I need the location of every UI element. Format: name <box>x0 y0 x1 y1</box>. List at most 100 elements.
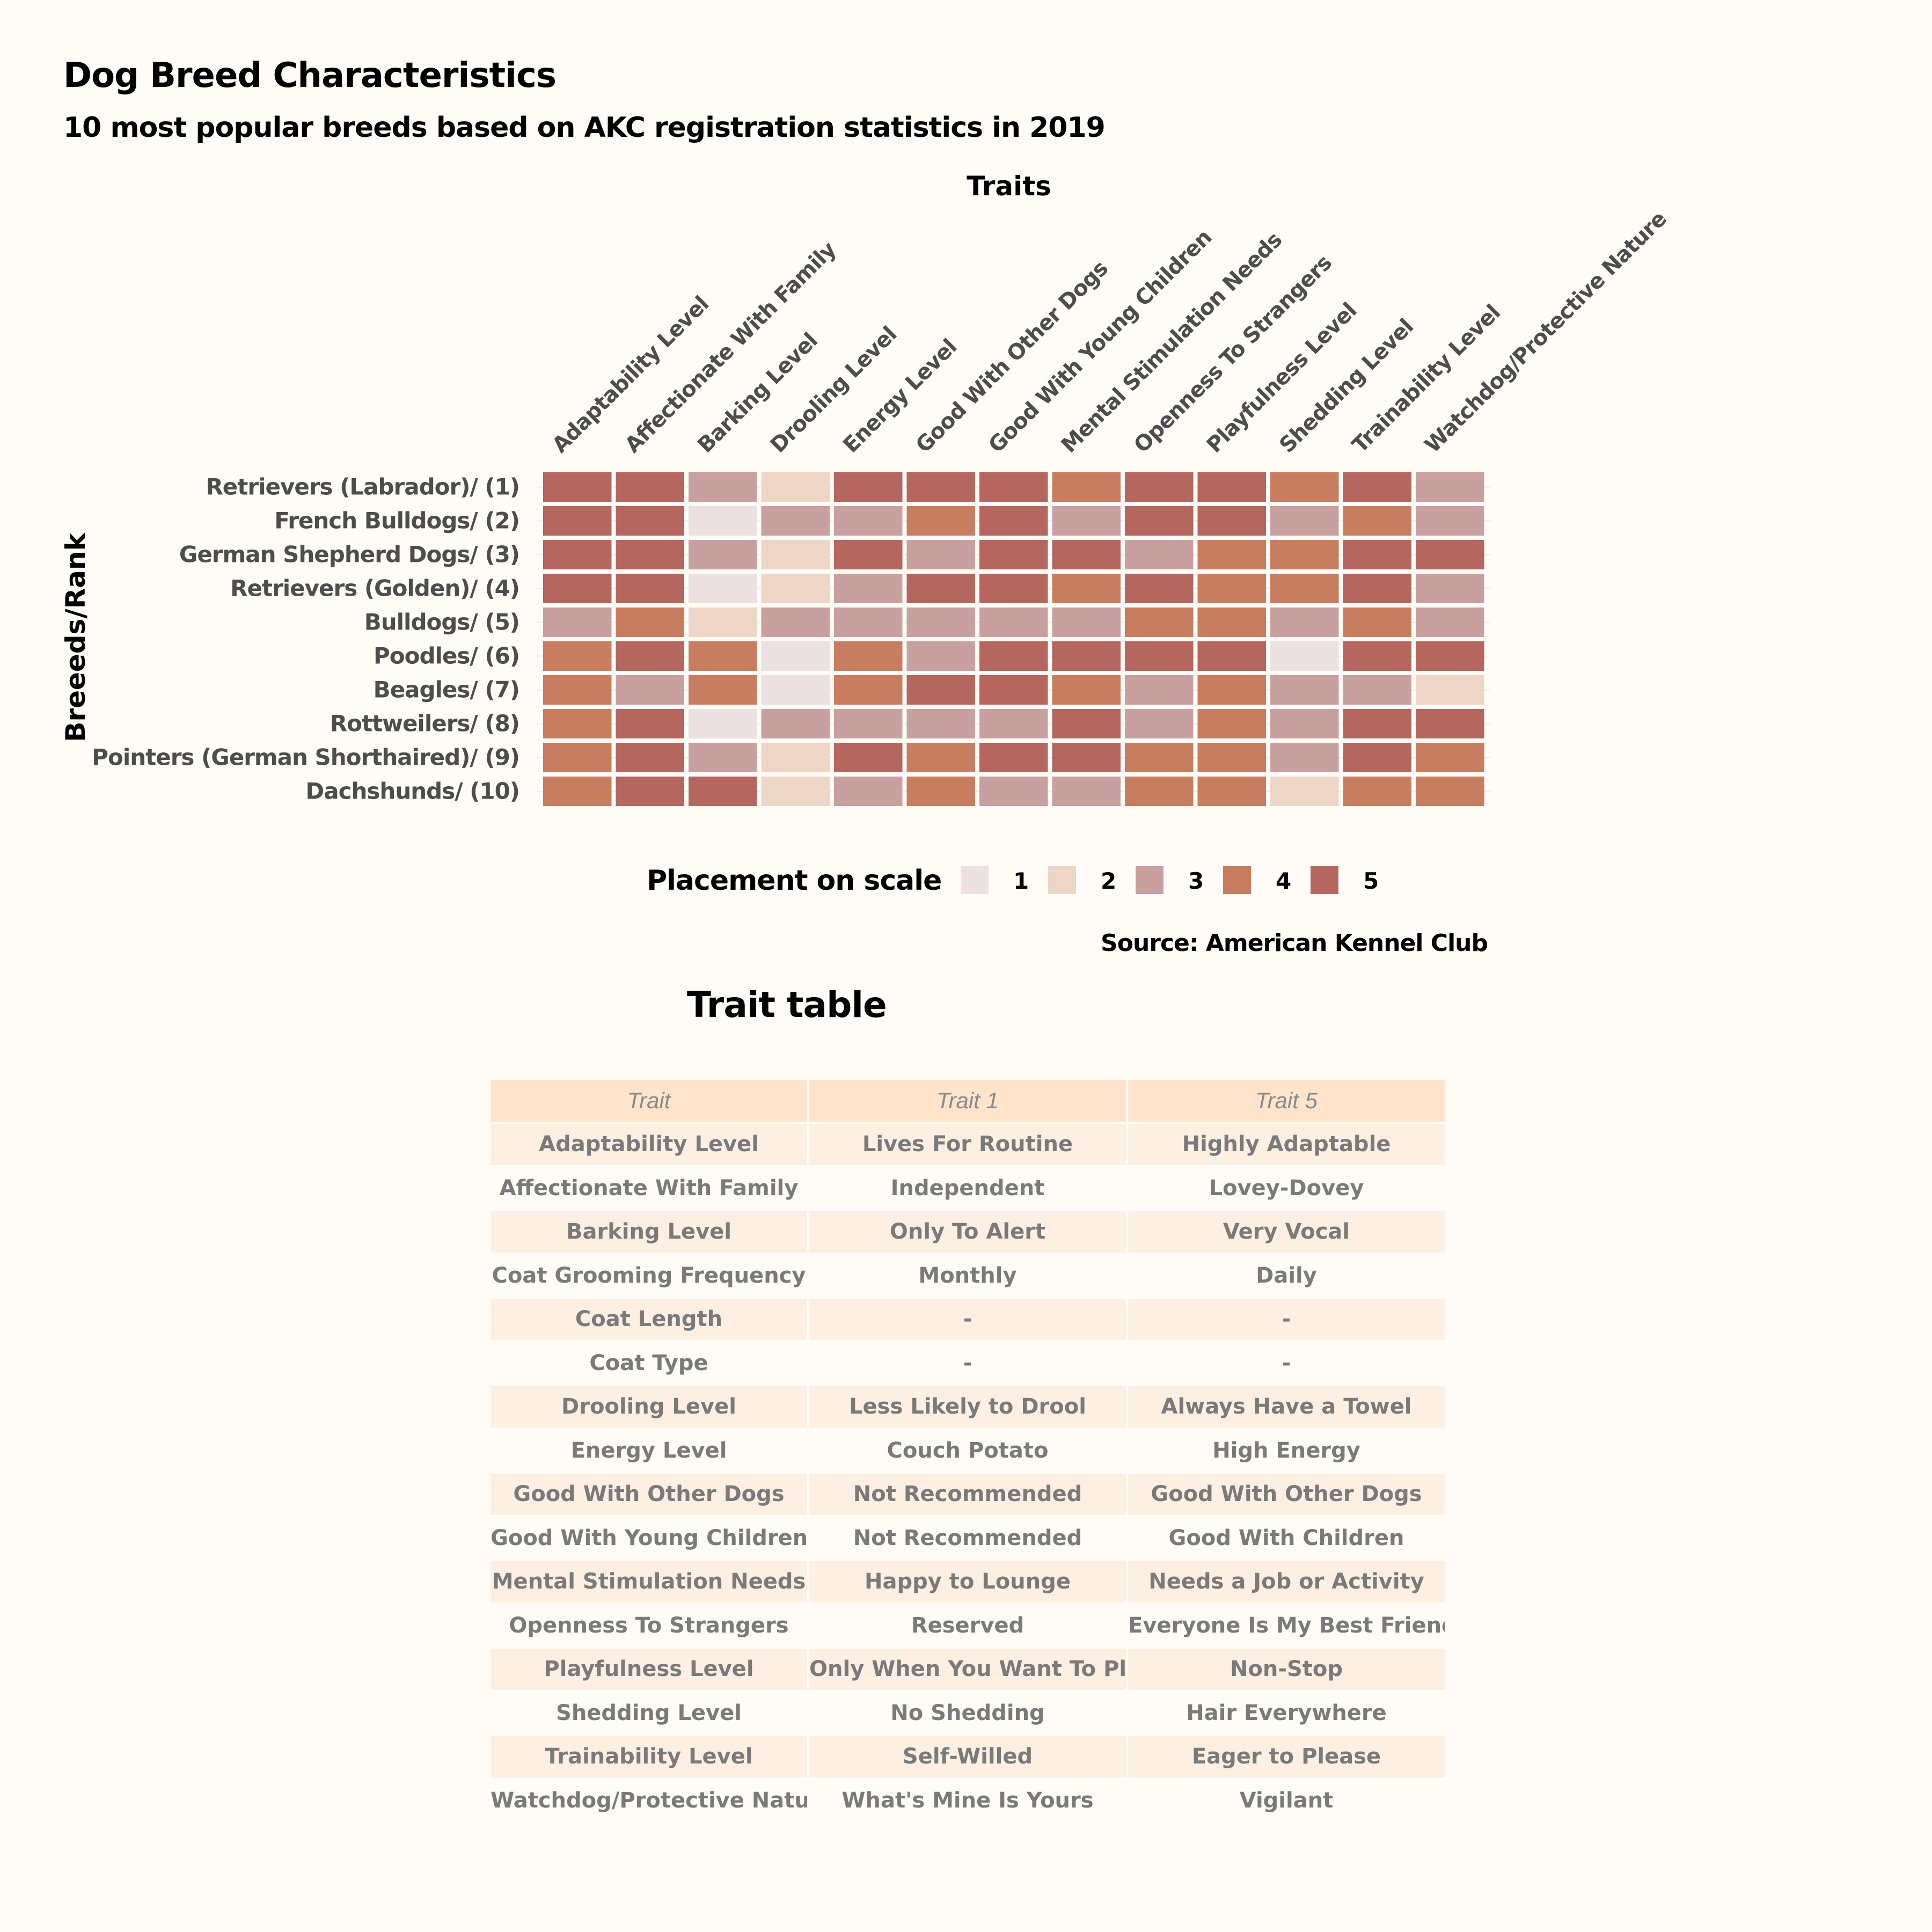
heatmap-cell <box>906 540 975 569</box>
table-cell: Good With Other Dogs <box>488 1472 809 1517</box>
table-cell: Vigilant <box>1126 1779 1447 1824</box>
y-tick-label: Beagles/ (7) <box>374 677 519 703</box>
heatmap-cell <box>834 574 903 603</box>
table-cell: Coat Grooming Frequency <box>488 1254 809 1299</box>
heatmap-cell <box>761 641 830 671</box>
heatmap-cell <box>979 506 1048 536</box>
heatmap-cell <box>834 506 903 536</box>
heatmap-cell <box>1125 777 1194 806</box>
heatmap-cell <box>1052 743 1121 772</box>
table-cell: Not Recommended <box>807 1516 1128 1561</box>
heatmap-cell <box>689 675 757 705</box>
table-row: Openness To Strangers Reserved Everyone Is… <box>488 1604 1447 1649</box>
source-caption: Source: American Kennel Club <box>1101 930 1488 957</box>
table-row: Mental Stimulation Needs Happy to Lounge N… <box>488 1560 1447 1605</box>
heatmap-cell <box>1270 709 1339 738</box>
heatmap-cell <box>1125 608 1194 637</box>
heatmap-cell <box>1343 574 1411 603</box>
table-cell: Only To Alert <box>807 1210 1128 1255</box>
heatmap-cell <box>616 777 684 806</box>
heatmap-cell <box>543 777 612 806</box>
heatmap-cell <box>689 641 757 671</box>
table-cell: Very Vocal <box>1126 1210 1447 1255</box>
table-cell: High Energy <box>1126 1429 1447 1474</box>
heatmap-cell <box>1270 506 1339 536</box>
heatmap-cell <box>1270 777 1339 806</box>
heatmap-cell <box>1343 506 1411 536</box>
heatmap-cell <box>906 675 975 705</box>
heatmap-cell <box>834 743 903 772</box>
heatmap-cell <box>1416 472 1484 502</box>
table-cell: Lives For Routine <box>807 1122 1128 1167</box>
heatmap-cell <box>543 743 612 772</box>
heatmap-cell <box>1270 574 1339 603</box>
table-cell: Highly Adaptable <box>1126 1122 1447 1167</box>
legend-swatch <box>961 866 989 894</box>
heatmap-cell <box>543 574 612 603</box>
table-cell: Coat Length <box>488 1297 809 1342</box>
table-cell: Not Recommended <box>807 1472 1128 1517</box>
heatmap-cell <box>906 608 975 637</box>
heatmap-cell <box>1197 472 1266 502</box>
heatmap-cell <box>1270 540 1339 569</box>
table-cell: Drooling Level <box>488 1385 809 1430</box>
heatmap-cell <box>616 540 684 569</box>
heatmap-cell <box>1197 709 1266 738</box>
heatmap-cell <box>979 743 1048 772</box>
x-axis-title: Traits <box>967 171 1051 202</box>
heatmap-cell <box>1125 574 1194 603</box>
heatmap-cell <box>543 540 612 569</box>
table-cell: - <box>807 1297 1128 1342</box>
table-cell: Lovey-Dovey <box>1126 1166 1447 1211</box>
table-cell: Less Likely to Drool <box>807 1385 1128 1430</box>
y-tick-label: Bulldogs/ (5) <box>364 609 519 635</box>
table-title: Trait table <box>687 984 887 1026</box>
heatmap-cell <box>543 675 612 705</box>
table-cell: - <box>1126 1341 1447 1386</box>
heatmap-cell <box>761 709 830 738</box>
heatmap-cell <box>1416 574 1484 603</box>
heatmap-cell <box>1197 574 1266 603</box>
heatmap-cell <box>906 472 975 502</box>
heatmap-cell <box>1125 540 1194 569</box>
heatmap-cell <box>1052 675 1121 705</box>
legend-label: 5 <box>1363 868 1379 894</box>
heatmap-cell <box>761 472 830 502</box>
table-row: Barking Level Only To Alert Very Vocal <box>488 1210 1447 1255</box>
heatmap-cell <box>1052 472 1121 502</box>
table-cell: Barking Level <box>488 1210 809 1255</box>
heatmap-cell <box>1343 777 1411 806</box>
heatmap-cell <box>616 743 684 772</box>
heatmap-cell <box>1125 675 1194 705</box>
heatmap-cell <box>834 472 903 502</box>
heatmap-cell <box>1416 709 1484 738</box>
heatmap-cell <box>1416 641 1484 671</box>
heatmap-cell <box>1197 506 1266 536</box>
heatmap-cell <box>1197 608 1266 637</box>
table-row: Coat Length - - <box>488 1297 1447 1342</box>
table-cell: Good With Other Dogs <box>1126 1472 1447 1517</box>
heatmap-cell <box>1052 506 1121 536</box>
legend-swatch <box>1223 866 1251 894</box>
heatmap-cell <box>689 574 757 603</box>
legend-label: 3 <box>1188 868 1204 894</box>
legend-swatch <box>1048 866 1076 894</box>
heatmap-cell <box>1052 574 1121 603</box>
heatmap-cell <box>761 675 830 705</box>
heatmap-cell <box>1197 675 1266 705</box>
heatmap-cell <box>1270 641 1339 671</box>
y-tick-label: Retrievers (Labrador)/ (1) <box>206 474 519 500</box>
heatmap-chart: Retrievers (Labrador)/ (1) French Bulldog… <box>60 171 1671 957</box>
heatmap-cell <box>689 777 757 806</box>
table-row: Trainability Level Self-Willed Eager to Pl… <box>488 1735 1447 1780</box>
legend-label: 2 <box>1101 868 1116 894</box>
heatmap-cell <box>1416 777 1484 806</box>
table-header-cell: Trait 5 <box>1126 1080 1447 1124</box>
heatmap-cell <box>543 506 612 536</box>
heatmap-cell <box>834 608 903 637</box>
heatmap-cell <box>1343 641 1411 671</box>
table-cell: Good With Children <box>1126 1516 1447 1561</box>
table-cell: Happy to Lounge <box>807 1560 1128 1605</box>
heatmap-cell <box>1052 540 1121 569</box>
table-cell: - <box>807 1341 1128 1386</box>
